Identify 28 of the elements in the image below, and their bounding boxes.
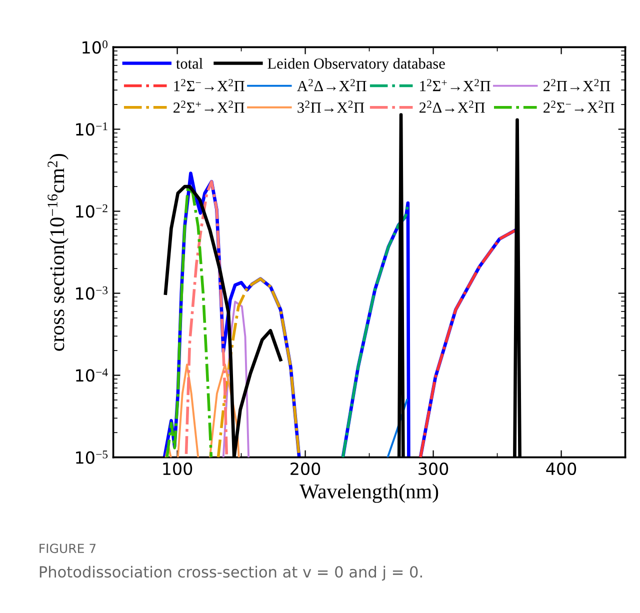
- legend-label: 2$^{2}$Π→X$^{2}$Π: [544, 79, 610, 92]
- y-tick-label: 10$^{−4}$: [76, 368, 108, 382]
- x-axis-title: Wavelength(nm): [300, 484, 438, 503]
- y-tick-label: 10$^{−3}$: [76, 286, 108, 300]
- y-tick-label: 10$^{0}$: [82, 40, 108, 54]
- y-tick-label: 10$^{−2}$: [76, 204, 108, 218]
- text: Photodissociation cross-section at v = 0 and j = 0.: [40, 566, 422, 581]
- legend-label: 3$^{2}$Π→X$^{2}$Π: [298, 100, 364, 113]
- line-series: [216, 277, 301, 458]
- x-tick-label: 100: [163, 462, 192, 476]
- line-series: [184, 180, 228, 458]
- x-tick-label: 400: [546, 462, 576, 476]
- legend-label: total: [176, 58, 203, 69]
- x-tick-label: 200: [290, 462, 320, 476]
- legend-label: 2$^{2}$Δ→X$^{2}$Π: [420, 100, 485, 113]
- y-tick-label: 10$^{−5}$: [76, 450, 108, 464]
- y-axis-title: cross section(10$^{−16}$cm$^{2}$): [48, 154, 68, 351]
- caption: FIGURE 7: [40, 544, 96, 554]
- legend-label: 2$^{2}$Σ$^{−}$→X$^{2}$Π: [544, 100, 614, 113]
- legend-label: Leiden Observatory database: [268, 58, 445, 72]
- legend-label: 2$^{2}$Σ$^{+}$→X$^{2}$Π: [174, 100, 244, 113]
- legend-label: 1$^{2}$Σ$^{−}$→X$^{2}$Π: [174, 79, 244, 92]
- line-series: [419, 229, 516, 458]
- x-tick-label: 300: [418, 462, 448, 476]
- legend-label: A$^{2}$Δ→X$^{2}$Π: [297, 79, 366, 92]
- y-tick-label: 10$^{−1}$: [76, 122, 108, 136]
- line-series: [166, 185, 213, 458]
- legend-label: 1$^{2}$Σ$^{+}$→X$^{2}$Π: [420, 79, 490, 92]
